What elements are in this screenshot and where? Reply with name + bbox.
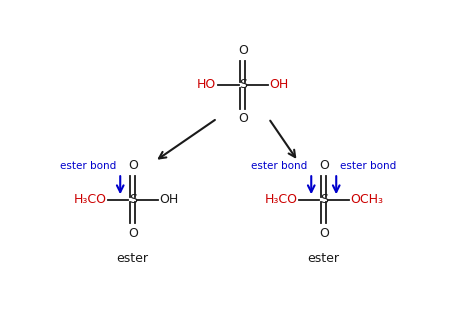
Text: HO: HO — [197, 78, 217, 91]
Text: O: O — [319, 227, 328, 240]
Text: O: O — [319, 159, 328, 172]
Text: ester bond: ester bond — [340, 161, 396, 171]
Text: OCH₃: OCH₃ — [350, 193, 383, 206]
Text: S: S — [129, 193, 137, 206]
Text: S: S — [239, 78, 247, 91]
Text: H₃CO: H₃CO — [264, 193, 297, 206]
Text: O: O — [238, 45, 248, 57]
Text: ester bond: ester bond — [60, 161, 117, 171]
Text: OH: OH — [269, 78, 289, 91]
Text: S: S — [320, 193, 328, 206]
Text: O: O — [128, 159, 137, 172]
Text: OH: OH — [159, 193, 178, 206]
Text: O: O — [128, 227, 137, 240]
Text: ester bond: ester bond — [251, 161, 308, 171]
Text: O: O — [238, 113, 248, 125]
Text: ester: ester — [308, 252, 340, 265]
Text: H₃CO: H₃CO — [73, 193, 106, 206]
Text: ester: ester — [117, 252, 149, 265]
